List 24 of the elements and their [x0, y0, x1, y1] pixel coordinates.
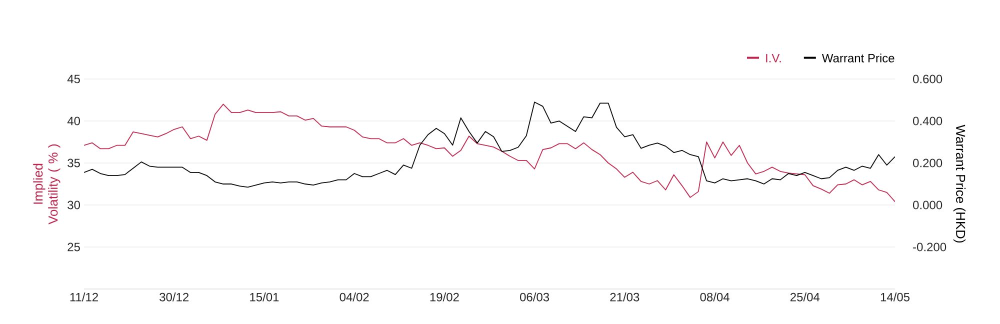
legend-label: Warrant Price: [822, 54, 894, 62]
y-tick-label: 45: [67, 74, 80, 84]
x-tick-label: 11/12: [70, 292, 98, 302]
y-tick-label: 30: [68, 200, 80, 210]
legend-label: I.V.: [766, 54, 781, 62]
y2-axis-title: Warrant Price (HKD): [953, 124, 966, 243]
y-axis-title: Implied Volatility ( % ): [33, 144, 60, 224]
x-tick-label: 04/02: [340, 292, 369, 302]
x-tick-label: 06/03: [520, 292, 550, 302]
y-tick-label: 40: [67, 116, 80, 126]
y2-tick-label: 0.600: [913, 74, 942, 84]
x-tick-label: 21/03: [610, 292, 640, 302]
x-tick-label: 15/01: [250, 292, 279, 302]
y-tick-label: 35: [68, 158, 80, 168]
y2-tick-label: 0.200: [913, 158, 942, 168]
x-tick-label: 14/05: [880, 292, 910, 302]
y2-tick-label: 0.000: [913, 200, 942, 210]
y2-tick-label: 0.400: [913, 116, 942, 126]
y2-tick-label: -0.200: [913, 242, 946, 252]
x-tick-label: 08/04: [700, 292, 730, 302]
y-tick-label: 25: [68, 242, 80, 252]
x-tick-label: 25/04: [790, 292, 820, 302]
x-tick-label: 30/12: [160, 292, 189, 302]
x-tick-label: 19/02: [430, 292, 459, 302]
